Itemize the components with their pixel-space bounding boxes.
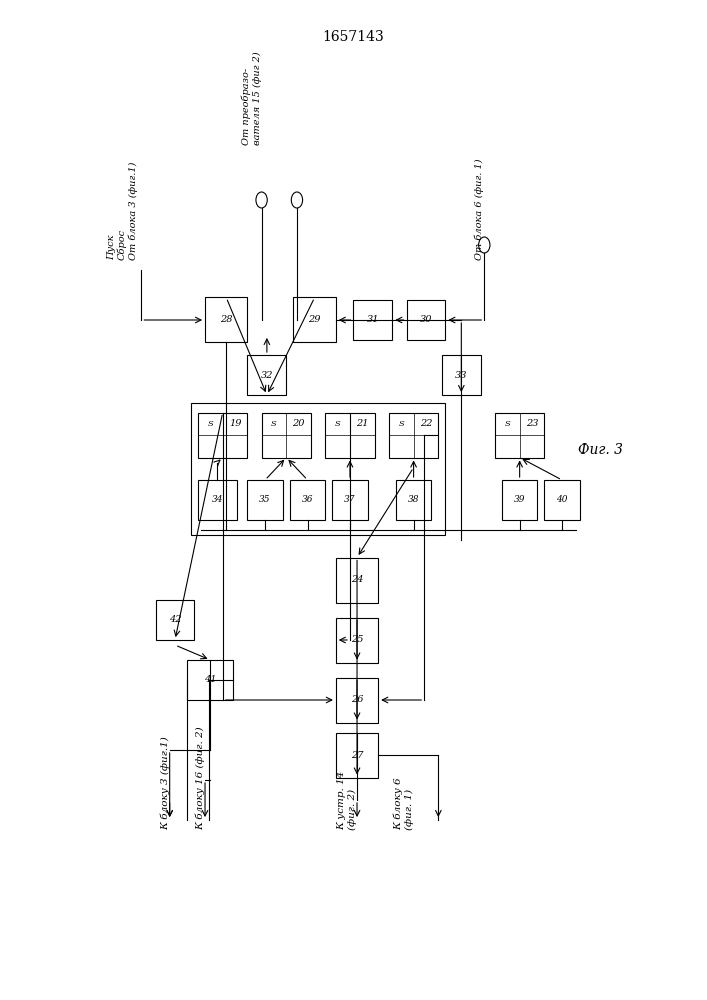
Text: 38: 38 [408,495,419,504]
Text: S: S [207,420,214,428]
Text: 19: 19 [229,419,241,428]
FancyBboxPatch shape [262,412,311,458]
Text: 21: 21 [356,419,368,428]
Text: 32: 32 [261,370,273,379]
FancyBboxPatch shape [325,412,375,458]
FancyBboxPatch shape [495,412,544,458]
Text: К блоку 3 (фиг.1): К блоку 3 (фиг.1) [160,736,170,830]
Text: От блока 6 (фиг. 1): От блока 6 (фиг. 1) [475,158,484,260]
FancyBboxPatch shape [336,678,378,722]
Text: 31: 31 [367,316,379,324]
Text: К блоку 6
(фиг. 1): К блоку 6 (фиг. 1) [394,777,414,830]
Text: К блоку 16 (фиг. 2): К блоку 16 (фиг. 2) [196,726,205,830]
FancyBboxPatch shape [247,480,283,520]
FancyBboxPatch shape [198,412,247,458]
Text: 25: 25 [351,636,363,645]
Text: 42: 42 [169,615,181,624]
Text: 37: 37 [344,495,356,504]
FancyBboxPatch shape [332,480,368,520]
FancyBboxPatch shape [290,480,325,520]
Text: 29: 29 [308,316,321,324]
Text: 20: 20 [293,419,305,428]
Text: От преобразo-
вателя 15 (фиг 2): От преобразo- вателя 15 (фиг 2) [242,51,262,145]
FancyBboxPatch shape [156,600,194,640]
Text: 24: 24 [351,576,363,584]
Text: Фиг. 3: Фиг. 3 [578,443,624,457]
FancyBboxPatch shape [336,558,378,602]
FancyBboxPatch shape [389,412,438,458]
FancyBboxPatch shape [502,480,537,520]
FancyBboxPatch shape [293,297,336,342]
Text: 40: 40 [556,495,568,504]
FancyBboxPatch shape [247,355,286,395]
FancyBboxPatch shape [407,300,445,340]
FancyBboxPatch shape [396,480,431,520]
Text: 27: 27 [351,750,363,760]
Text: 26: 26 [351,696,363,704]
Text: 36: 36 [302,495,313,504]
Text: S: S [334,420,341,428]
Text: 39: 39 [514,495,525,504]
Text: К устр. 14
(фиг. 2): К устр. 14 (фиг. 2) [337,771,357,830]
Text: 22: 22 [420,419,432,428]
Text: 23: 23 [526,419,538,428]
FancyBboxPatch shape [205,297,247,342]
FancyBboxPatch shape [198,480,237,520]
FancyBboxPatch shape [544,480,580,520]
FancyBboxPatch shape [336,732,378,778]
Text: 28: 28 [220,316,233,324]
Text: 33: 33 [455,370,467,379]
Text: 35: 35 [259,495,271,504]
Text: Пуск
Сброс
От блока 3 (фиг.1): Пуск Сброс От блока 3 (фиг.1) [107,162,138,260]
Text: 41: 41 [204,676,216,684]
FancyBboxPatch shape [442,355,481,395]
Text: 34: 34 [211,495,223,504]
Text: 30: 30 [420,316,432,324]
Text: S: S [271,420,277,428]
FancyBboxPatch shape [187,660,233,700]
FancyBboxPatch shape [336,618,378,663]
FancyBboxPatch shape [354,300,392,340]
Text: S: S [398,420,404,428]
Text: S: S [504,420,510,428]
Text: 1657143: 1657143 [322,30,385,44]
